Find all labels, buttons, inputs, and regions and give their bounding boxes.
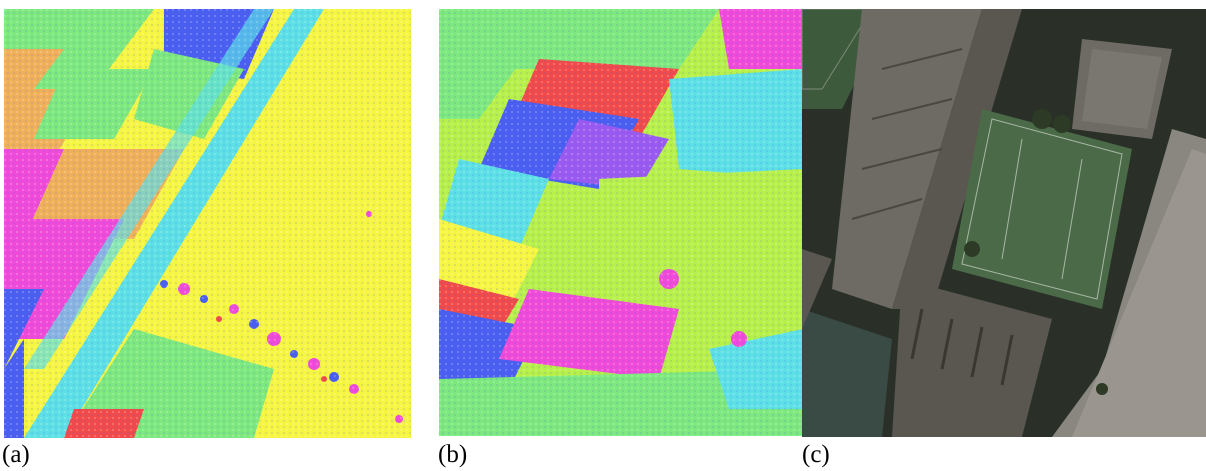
caption-a: (a): [2, 441, 30, 468]
aerial-photo-c: [802, 9, 1206, 437]
caption-c: (c): [802, 441, 830, 468]
segmentation-map-b: [439, 9, 803, 436]
segmentation-map-a: [4, 9, 411, 438]
segmentation-image-a: [4, 9, 411, 438]
segmentation-image-b: [439, 9, 803, 436]
caption-b: (b): [438, 441, 468, 468]
aerial-image-c: [802, 9, 1206, 437]
